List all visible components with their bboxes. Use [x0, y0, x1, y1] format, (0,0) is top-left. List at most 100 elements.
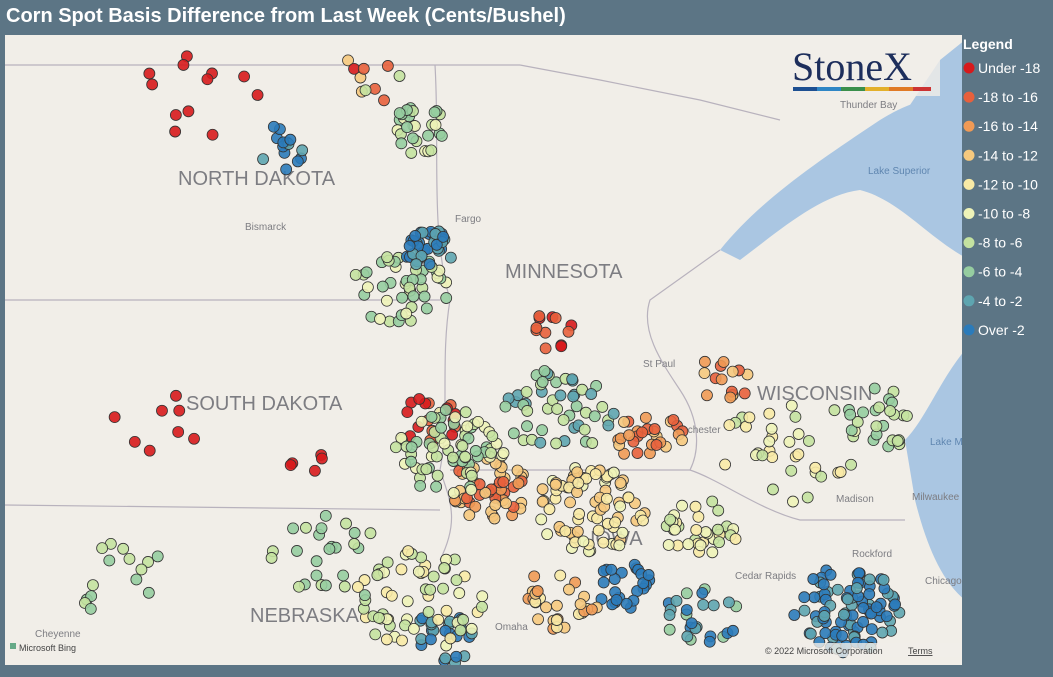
- location-dot: [142, 586, 155, 599]
- location-dot: [783, 436, 796, 448]
- location-dot: [863, 573, 876, 586]
- legend-swatch: [963, 91, 975, 103]
- location-dot: [403, 240, 416, 252]
- location-dot: [407, 622, 420, 635]
- location-dot: [418, 290, 431, 303]
- location-dot: [676, 434, 688, 447]
- location-dot: [600, 492, 613, 505]
- location-dot: [444, 632, 457, 645]
- location-dot: [435, 421, 448, 434]
- location-dot: [763, 407, 776, 420]
- location-dot: [425, 144, 438, 157]
- location-dot: [787, 495, 799, 508]
- legend-label: -10 to -8: [978, 206, 1030, 222]
- location-dot: [667, 414, 680, 426]
- location-dot: [616, 526, 629, 539]
- location-dot: [310, 569, 323, 582]
- location-dot: [291, 545, 303, 557]
- map-labels: NORTH DAKOTA MINNESOTA SOUTH DAKOTA WISC…: [35, 100, 962, 640]
- location-dot: [639, 411, 652, 424]
- location-dot: [461, 420, 474, 433]
- location-dot: [117, 542, 130, 555]
- location-dot: [428, 106, 441, 119]
- location-dot: [715, 373, 728, 386]
- location-dot: [143, 444, 156, 457]
- location-dot: [807, 573, 820, 585]
- legend-label: -8 to -6: [978, 235, 1023, 251]
- location-dot: [410, 258, 423, 271]
- location-dot: [512, 477, 525, 490]
- location-dot: [798, 591, 811, 604]
- location-dot: [342, 54, 354, 67]
- location-dot: [395, 563, 408, 576]
- bing-icon: [10, 643, 16, 649]
- location-dot: [469, 500, 482, 513]
- location-dot: [364, 527, 377, 540]
- location-dot: [450, 650, 463, 663]
- location-dot: [620, 597, 633, 610]
- location-dot: [662, 539, 675, 551]
- location-dot: [472, 415, 484, 428]
- location-dot: [406, 132, 419, 145]
- location-dot: [340, 517, 352, 530]
- location-dot: [585, 388, 598, 400]
- location-dot: [550, 599, 563, 612]
- location-dot: [539, 342, 552, 355]
- location-dot: [901, 410, 913, 422]
- location-dot: [497, 476, 510, 488]
- location-dot: [267, 120, 280, 133]
- location-dot: [571, 525, 584, 538]
- location-dot: [543, 503, 556, 516]
- location-dot: [348, 527, 361, 539]
- location-dot: [818, 610, 831, 622]
- location-dot: [380, 633, 393, 646]
- location-dot: [824, 568, 837, 581]
- city-label: Madison: [836, 494, 874, 505]
- location-dot: [454, 624, 467, 637]
- location-dot: [845, 458, 857, 471]
- location-dot: [435, 129, 448, 142]
- location-dot: [870, 420, 883, 433]
- terms-link[interactable]: Terms: [908, 646, 933, 656]
- location-dot: [172, 426, 185, 438]
- location-dot: [142, 556, 154, 568]
- location-dot: [682, 538, 695, 551]
- location-dot: [449, 411, 462, 424]
- location-dot: [396, 634, 408, 647]
- location-dot: [707, 599, 720, 612]
- location-dot: [412, 565, 425, 578]
- location-dot: [554, 569, 567, 582]
- location-dot: [549, 312, 562, 324]
- location-dot: [414, 479, 427, 492]
- location-dot: [291, 155, 304, 168]
- location-dot: [469, 445, 482, 457]
- location-dot: [315, 522, 328, 535]
- location-dot: [550, 437, 563, 450]
- location-dot: [465, 469, 478, 482]
- location-dot: [723, 419, 736, 432]
- location-dot: [792, 428, 805, 440]
- location-dot: [614, 500, 627, 513]
- location-dot: [789, 410, 802, 423]
- legend-swatch: [963, 208, 975, 219]
- location-dot: [801, 491, 814, 504]
- location-dot: [426, 441, 439, 454]
- location-dot: [756, 449, 769, 462]
- location-dot: [440, 292, 453, 304]
- location-dot: [380, 294, 393, 307]
- city-label: Rochester: [675, 425, 721, 436]
- location-dot: [681, 630, 694, 643]
- location-dot: [697, 598, 710, 611]
- location-dot: [360, 266, 373, 279]
- location-dot: [609, 516, 622, 529]
- location-dot: [530, 322, 543, 334]
- location-dot: [803, 435, 815, 447]
- location-dot: [574, 598, 587, 611]
- location-dot: [538, 365, 551, 377]
- location-dot: [648, 423, 661, 435]
- location-dot: [808, 591, 821, 604]
- location-dot: [851, 416, 864, 428]
- location-dot: [96, 542, 109, 555]
- location-dot: [459, 406, 472, 419]
